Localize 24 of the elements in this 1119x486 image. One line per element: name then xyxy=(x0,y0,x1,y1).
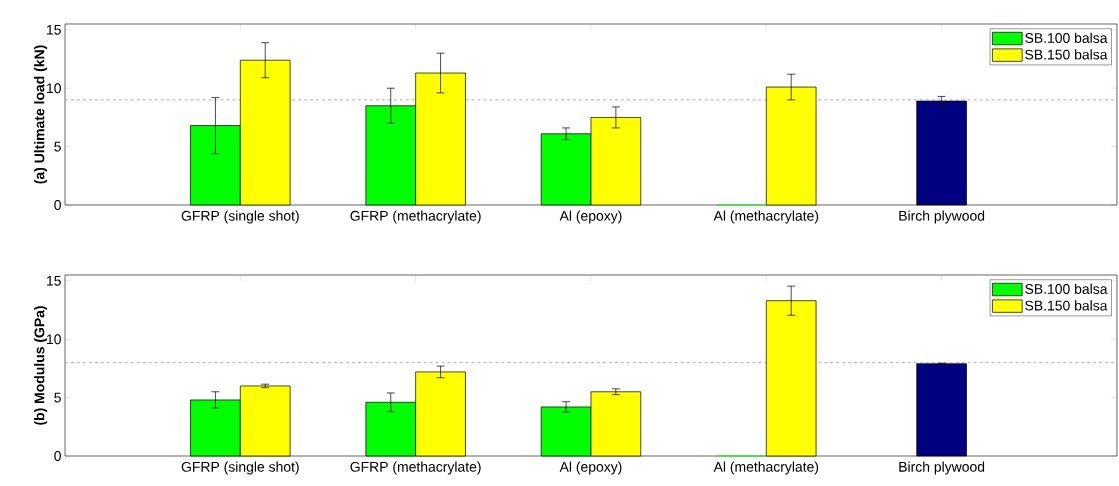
legend-label: SB.100 balsa xyxy=(1025,32,1108,43)
y-tick-label: 5 xyxy=(54,141,61,152)
y-tick-label: 0 xyxy=(54,451,61,461)
y-tick-label: 10 xyxy=(47,83,61,94)
y-tick-label: 15 xyxy=(47,24,61,35)
y-tick-label: 5 xyxy=(54,392,61,403)
x-tick-label: GFRP (single shot) xyxy=(181,461,299,475)
x-tick-label: GFRP (methacrylate) xyxy=(350,461,481,475)
legend-label: SB.100 balsa xyxy=(1025,283,1108,294)
legend-label: SB.150 balsa xyxy=(1025,49,1108,60)
x-tick-label: Birch plywood xyxy=(899,210,985,224)
x-tick-label: Al (methacrylate) xyxy=(713,210,819,224)
y-tick-label: 0 xyxy=(54,200,61,210)
y-tick-label: 10 xyxy=(47,334,61,345)
x-tick-label: Al (methacrylate) xyxy=(713,461,819,475)
x-tick-label: Al (epoxy) xyxy=(559,210,622,224)
x-tick-label: GFRP (methacrylate) xyxy=(350,210,481,224)
y-axis-title: (b) Modulus (GPa) xyxy=(34,306,48,425)
x-tick-label: GFRP (single shot) xyxy=(181,210,299,224)
x-tick-label: Al (epoxy) xyxy=(559,461,622,475)
x-tick-label: Birch plywood xyxy=(899,461,985,475)
y-axis-title: (a) Ultimate load (kN) xyxy=(34,45,48,184)
legend-label: SB.150 balsa xyxy=(1025,300,1108,311)
y-tick-label: 15 xyxy=(47,275,61,286)
